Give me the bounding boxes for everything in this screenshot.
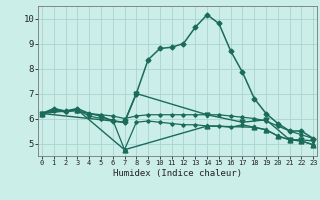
X-axis label: Humidex (Indice chaleur): Humidex (Indice chaleur) [113, 169, 242, 178]
